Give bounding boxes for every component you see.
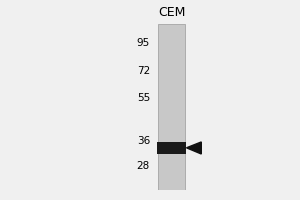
Text: 72: 72 (137, 66, 150, 76)
Bar (157, 142, 186, 154)
Polygon shape (186, 142, 201, 154)
Text: CEM: CEM (158, 6, 185, 19)
Text: 55: 55 (137, 93, 150, 103)
Text: 36: 36 (137, 136, 150, 146)
Bar (158, 24, 185, 190)
Text: 95: 95 (137, 38, 150, 48)
Text: 28: 28 (137, 161, 150, 171)
